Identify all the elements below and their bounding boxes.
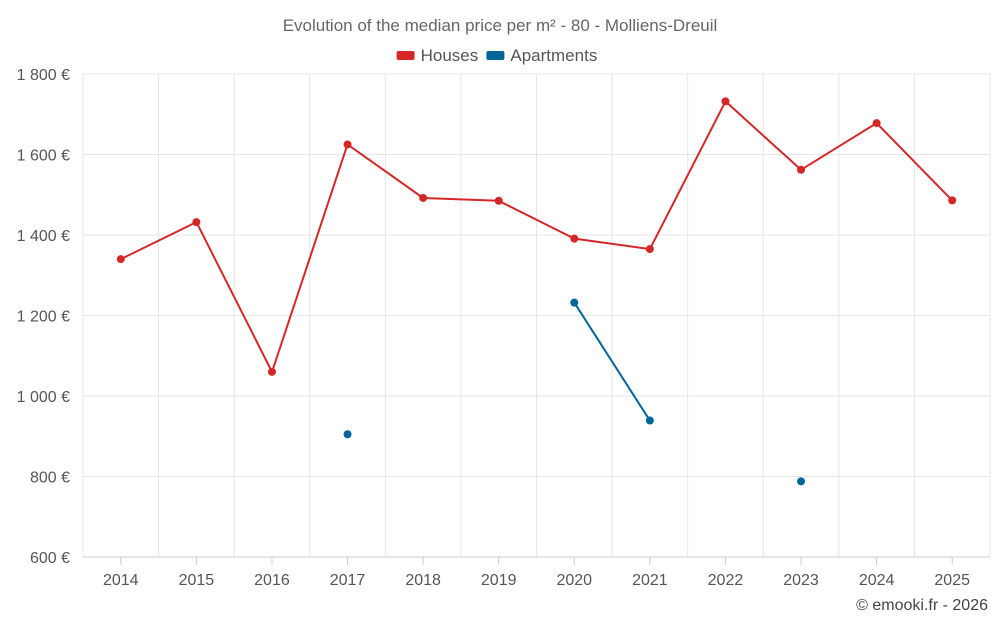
apartments-point[interactable] xyxy=(343,430,352,439)
y-tick-label: 1 400 € xyxy=(17,228,70,245)
apartments-series-line xyxy=(573,302,651,422)
x-tick-label: 2022 xyxy=(708,572,744,589)
chart-title: Evolution of the median price per m² - 8… xyxy=(283,16,718,35)
legend-item-apartments[interactable]: Apartments xyxy=(486,46,597,65)
houses-point[interactable] xyxy=(116,255,125,264)
y-tick-label: 1 800 € xyxy=(17,67,70,84)
grid xyxy=(82,73,991,557)
houses-point[interactable] xyxy=(343,140,352,149)
houses-point[interactable] xyxy=(419,193,428,202)
apartments-point[interactable] xyxy=(645,416,654,425)
x-tick-label: 2015 xyxy=(179,572,215,589)
x-tick-label: 2021 xyxy=(632,572,668,589)
x-tick-label: 2017 xyxy=(330,572,366,589)
legend-label: Houses xyxy=(421,46,479,65)
x-tick-label: 2025 xyxy=(934,572,970,589)
y-tick-label: 1 000 € xyxy=(17,389,70,406)
x-tick-label: 2016 xyxy=(254,572,290,589)
legend-swatch xyxy=(396,51,415,60)
x-tick-label: 2019 xyxy=(481,572,517,589)
x-tick-label: 2014 xyxy=(103,572,139,589)
y-tick-label: 800 € xyxy=(30,470,70,487)
houses-point[interactable] xyxy=(570,234,579,243)
axes: 600 € 800 € 1 000 € 1 200 € 1 400 € 1 600 € 1 … xyxy=(17,67,990,589)
houses-series-line xyxy=(120,100,953,373)
legend-swatch xyxy=(486,51,505,60)
credit-text: © emooki.fr - 2026 xyxy=(856,597,988,614)
y-tick-label: 1 200 € xyxy=(17,309,70,326)
houses-point[interactable] xyxy=(948,196,957,205)
y-tick-label: 600 € xyxy=(30,550,70,567)
x-tick-label: 2024 xyxy=(859,572,895,589)
houses-point[interactable] xyxy=(797,165,806,174)
legend: Houses Apartments xyxy=(396,46,597,65)
x-tick-label: 2023 xyxy=(783,572,819,589)
houses-point[interactable] xyxy=(267,367,276,376)
legend-label: Apartments xyxy=(510,46,597,65)
houses-point[interactable] xyxy=(645,245,654,254)
apartments-point[interactable] xyxy=(570,298,579,307)
x-tick-label: 2018 xyxy=(405,572,441,589)
legend-item-houses[interactable]: Houses xyxy=(396,46,479,65)
houses-point[interactable] xyxy=(872,119,881,128)
series xyxy=(116,97,957,486)
apartments-point[interactable] xyxy=(797,477,806,486)
houses-point[interactable] xyxy=(494,196,503,205)
houses-point[interactable] xyxy=(721,97,730,106)
x-tick-label: 2020 xyxy=(556,572,592,589)
y-tick-label: 1 600 € xyxy=(17,148,70,165)
houses-point[interactable] xyxy=(192,218,201,227)
